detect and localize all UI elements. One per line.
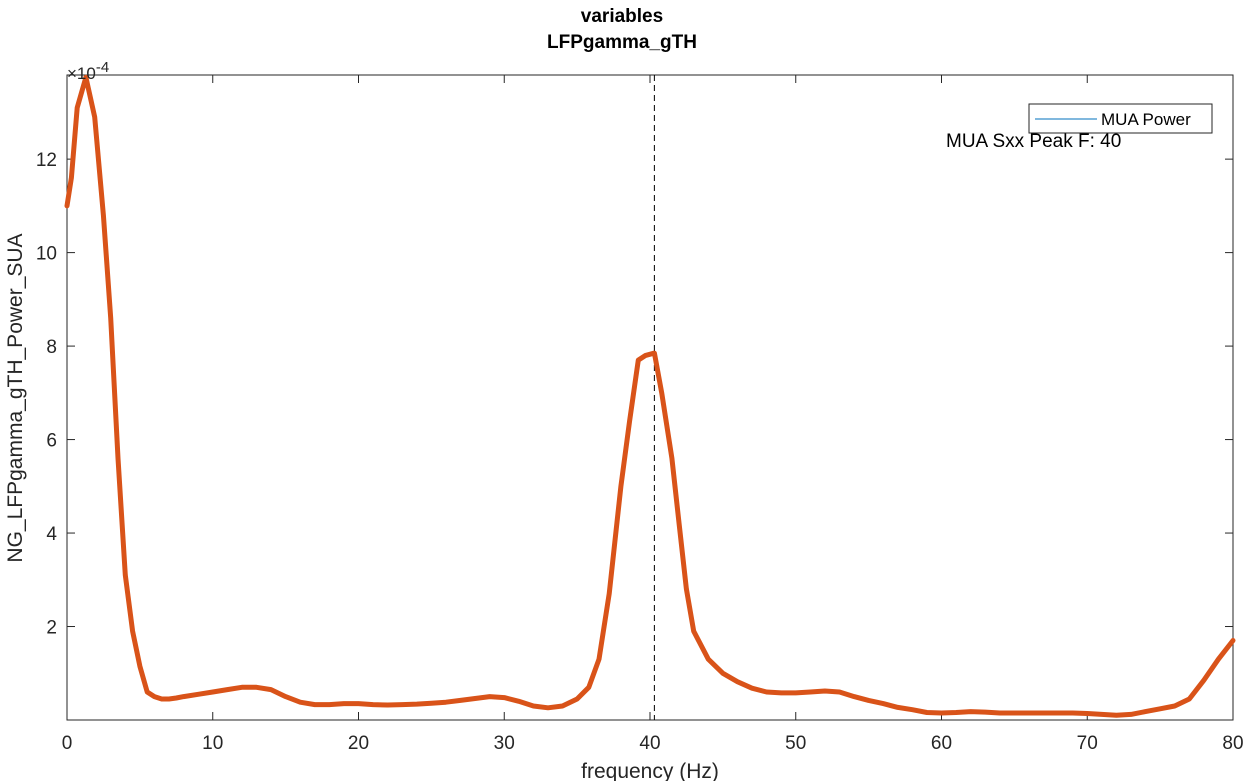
plot-area: 0 10 20 30 40 50 60 70 80 2 4 6 8 10 12 [36,74,1244,754]
x-axis-label: frequency (Hz) [581,760,719,781]
chart-subtitle: LFPgamma_gTH [547,32,697,53]
x-tick-label: 70 [1077,733,1098,754]
x-tick-label: 0 [62,733,73,754]
x-tick-label: 40 [639,733,660,754]
svg-text:×10-4: ×10-4 [67,59,109,83]
axes-box [66,74,1234,721]
x-tick-label: 10 [202,733,223,754]
y-tick-label: 12 [36,150,57,171]
x-tick-label: 80 [1222,733,1243,754]
y-axis-label: NG_LFPgamma_gTH_Power_SUA [4,233,27,562]
legend: MUA Power [1028,103,1213,134]
x-tick-label: 50 [785,733,806,754]
y-tick-label: 6 [46,431,57,452]
y-tick-label: 8 [46,337,57,358]
x-tick-label: 20 [348,733,369,754]
legend-entry-mua-power: MUA Power [1101,110,1191,129]
x-tick-label: 30 [494,733,515,754]
y-exponent-power: -4 [96,59,109,76]
y-tick-label: 4 [46,524,57,545]
y-tick-label: 2 [46,618,57,639]
series-line-mua-power [64,74,1236,718]
y-exponent: ×10-4 [67,59,109,83]
chart-title: variables [581,6,663,27]
y-tick-label: 10 [36,244,57,265]
y-ticks: 2 4 6 8 10 12 [36,150,1233,639]
peak-annotation: MUA Sxx Peak F: 40 [946,131,1121,152]
x-tick-label: 60 [931,733,952,754]
y-exponent-base: ×10 [67,64,96,83]
x-ticks: 0 10 20 30 40 50 60 70 80 [62,75,1244,754]
series-group [64,74,1236,718]
